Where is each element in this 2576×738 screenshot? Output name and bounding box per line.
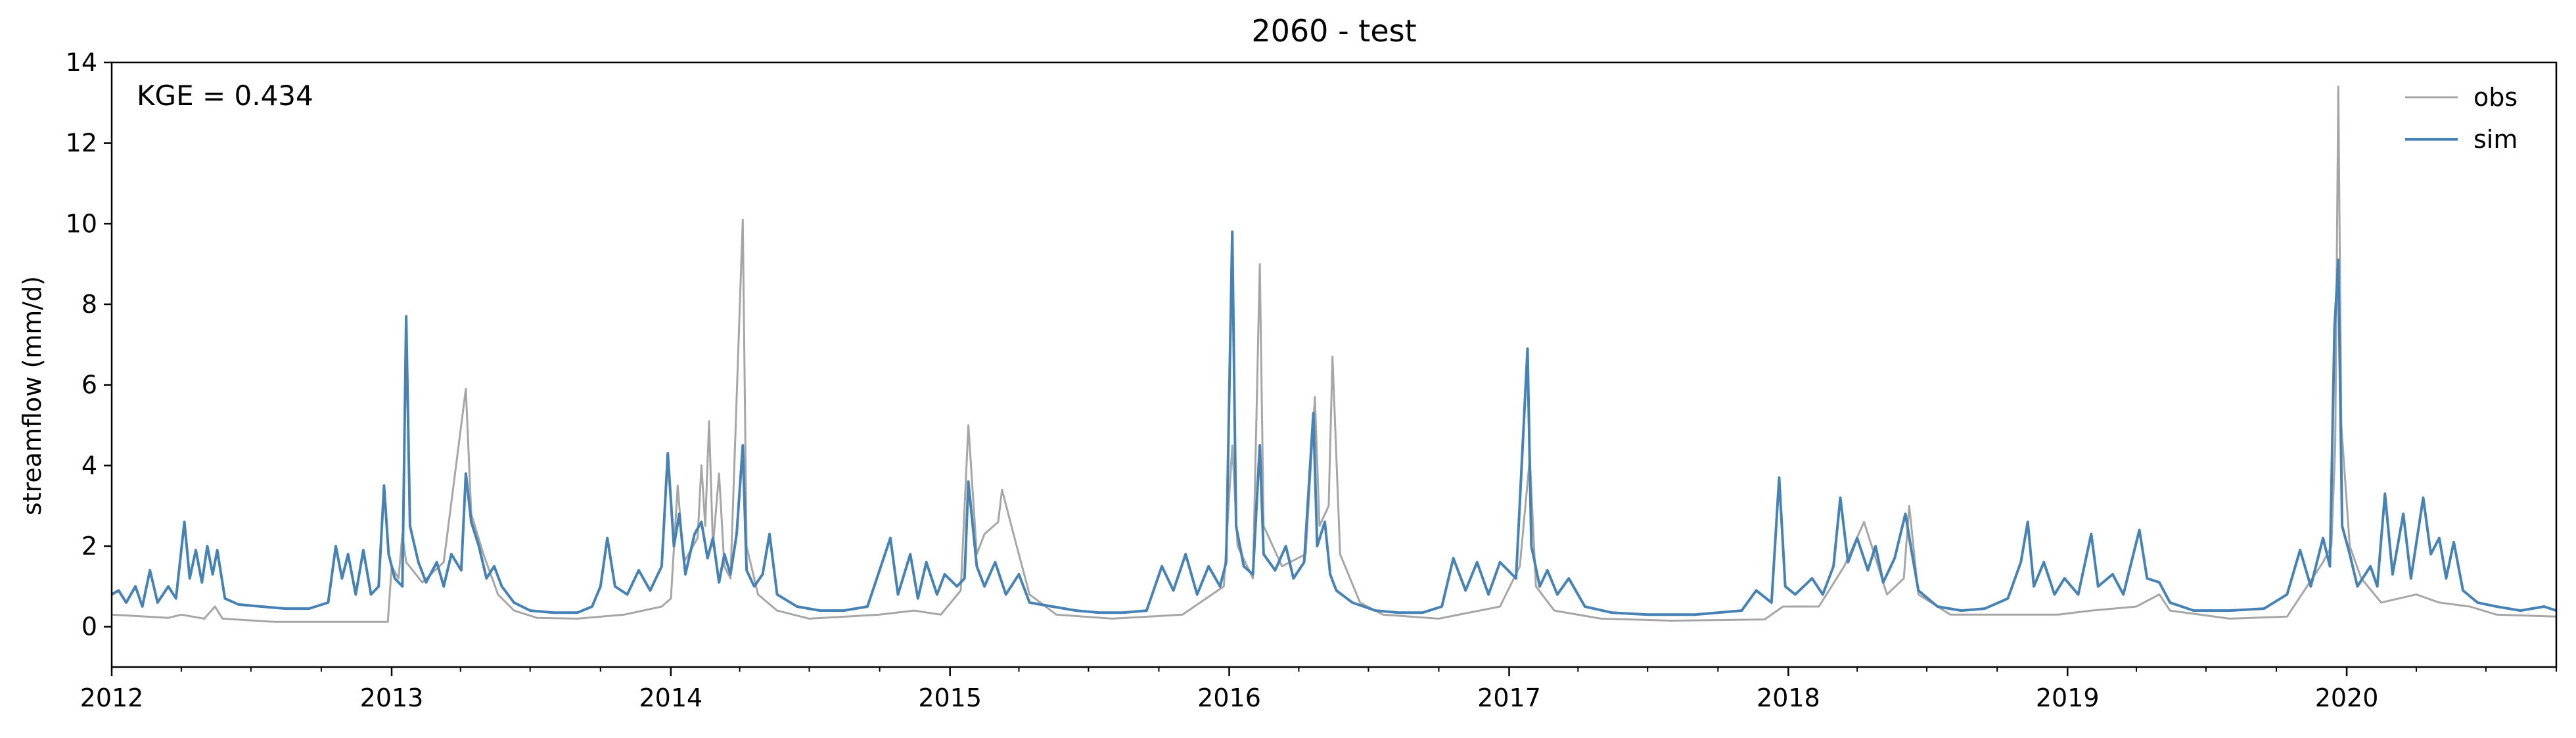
y-tick-label: 14 xyxy=(66,48,97,77)
x-tick-label: 2020 xyxy=(2315,683,2379,712)
y-axis: 0 2 4 6 8 10 12 14 xyxy=(66,48,112,641)
y-tick-label: 6 xyxy=(81,371,97,400)
series-layer xyxy=(112,85,2556,623)
y-axis-label: streamflow (mm/d) xyxy=(18,276,47,515)
kge-annotation: KGE = 0.434 xyxy=(137,80,313,112)
legend-label-obs: obs xyxy=(2473,83,2518,112)
y-tick-label: 10 xyxy=(66,209,97,238)
y-tick-label: 12 xyxy=(66,129,97,158)
x-tick-label: 2013 xyxy=(360,683,424,712)
legend: obs sim xyxy=(2405,83,2518,154)
x-tick-label: 2018 xyxy=(1757,683,1820,712)
y-tick-label: 2 xyxy=(81,532,97,561)
y-tick-label: 0 xyxy=(81,612,97,641)
series-line-sim xyxy=(112,230,2556,616)
x-tick-label: 2016 xyxy=(1197,683,1261,712)
x-tick-label: 2014 xyxy=(639,683,702,712)
x-axis: 2012 2013 2014 2015 2016 2017 2018 2019 2020 xyxy=(80,667,2557,712)
series-line-obs xyxy=(112,85,2556,623)
chart-title: 2060 - test xyxy=(1251,13,1416,49)
y-tick-label: 8 xyxy=(81,290,97,319)
x-tick-label: 2019 xyxy=(2036,683,2100,712)
plot-frame xyxy=(110,61,2558,668)
x-tick-label: 2012 xyxy=(80,683,144,712)
x-tick-label: 2015 xyxy=(918,683,982,712)
legend-label-sim: sim xyxy=(2473,125,2518,154)
y-tick-label: 4 xyxy=(81,451,97,480)
x-tick-label: 2017 xyxy=(1477,683,1541,712)
